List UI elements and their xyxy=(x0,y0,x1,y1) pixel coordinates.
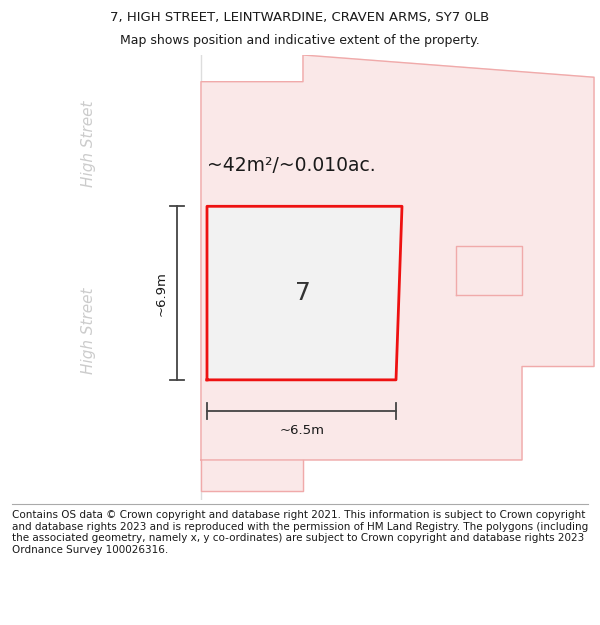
Text: 7: 7 xyxy=(295,281,311,305)
Polygon shape xyxy=(456,246,522,295)
Text: ~6.5m: ~6.5m xyxy=(280,424,325,438)
Polygon shape xyxy=(201,460,303,491)
Text: 7, HIGH STREET, LEINTWARDINE, CRAVEN ARMS, SY7 0LB: 7, HIGH STREET, LEINTWARDINE, CRAVEN ARM… xyxy=(110,11,490,24)
Text: Contains OS data © Crown copyright and database right 2021. This information is : Contains OS data © Crown copyright and d… xyxy=(12,510,588,555)
Text: High Street: High Street xyxy=(82,101,96,188)
Text: ~42m²/~0.010ac.: ~42m²/~0.010ac. xyxy=(207,156,376,175)
Polygon shape xyxy=(201,55,594,460)
Text: Map shows position and indicative extent of the property.: Map shows position and indicative extent… xyxy=(120,34,480,47)
Text: ~6.9m: ~6.9m xyxy=(154,271,167,316)
Text: High Street: High Street xyxy=(82,288,96,374)
Polygon shape xyxy=(207,206,402,380)
